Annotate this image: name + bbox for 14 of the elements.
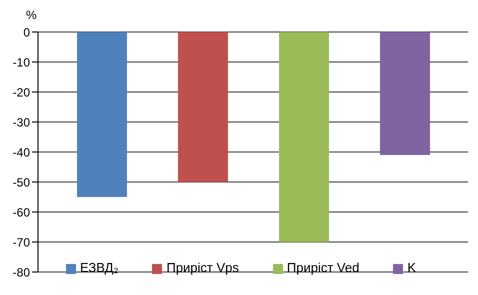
y-tick-label: -40 [12, 145, 30, 160]
legend-label: K [407, 260, 416, 275]
y-tick-label: -70 [12, 235, 30, 250]
legend-label: Приріст Ved [286, 260, 360, 275]
y-tick-label: -80 [12, 265, 30, 280]
y-tick-label: 0 [23, 25, 30, 40]
y-tick-label: -30 [12, 115, 30, 130]
y-tick-label: -60 [12, 205, 30, 220]
legend-label: ЕЗВД₂ [80, 260, 118, 275]
y-tick-label: -10 [12, 55, 30, 70]
y-tick-label: -50 [12, 175, 30, 190]
y-tick-label: -20 [12, 85, 30, 100]
legend-label: Приріст Vps [166, 260, 239, 275]
y-axis-title: % [26, 8, 37, 22]
